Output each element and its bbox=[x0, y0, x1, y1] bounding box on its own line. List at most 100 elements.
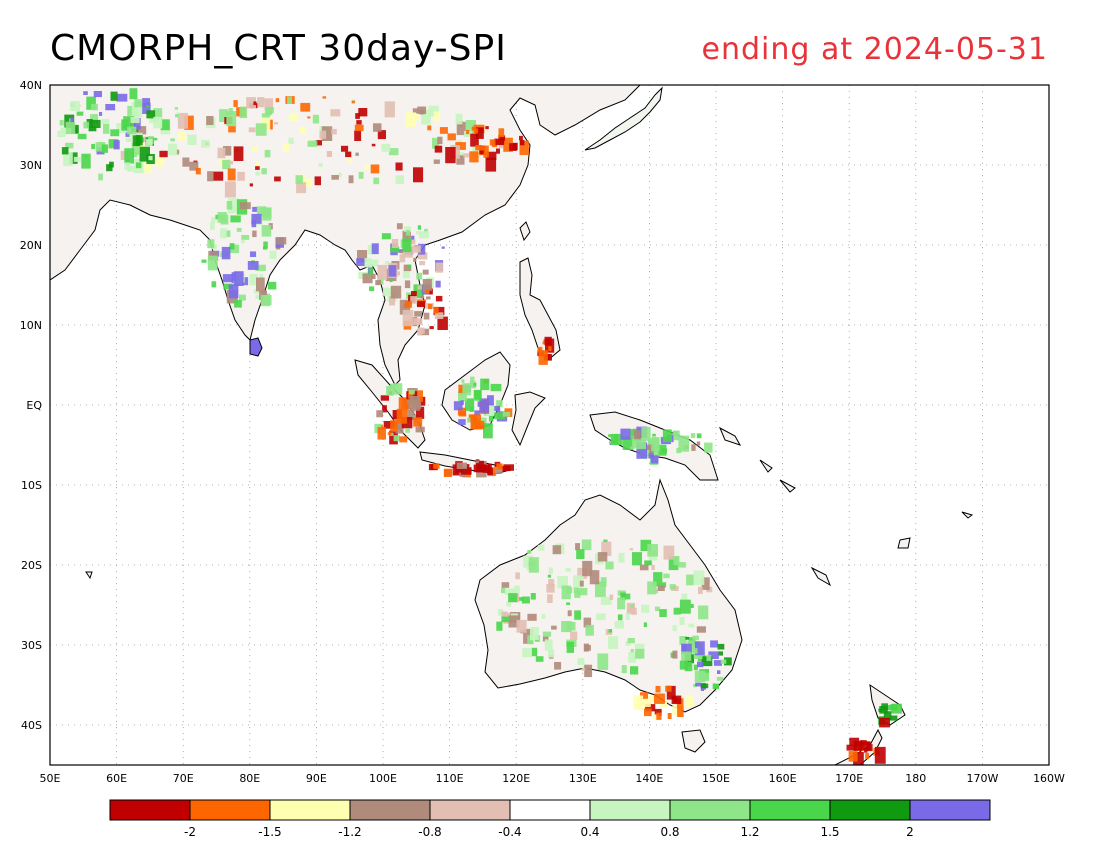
spi-patch bbox=[453, 401, 463, 411]
colorbar-swatch bbox=[669, 799, 751, 821]
spi-patch bbox=[686, 574, 694, 586]
lon-label: 60E bbox=[106, 772, 127, 785]
spi-patch bbox=[627, 638, 635, 644]
spi-patch bbox=[479, 398, 489, 413]
colorbar-label: 2 bbox=[906, 825, 914, 839]
spi-patch bbox=[418, 243, 426, 255]
spi-patch bbox=[538, 350, 548, 365]
spi-patch bbox=[177, 112, 188, 129]
spi-patch bbox=[434, 312, 444, 319]
spi-patch bbox=[620, 592, 626, 600]
spi-patch bbox=[307, 140, 318, 147]
spi-patch bbox=[389, 432, 394, 436]
spi-patch bbox=[428, 105, 439, 117]
spi-patch bbox=[639, 564, 649, 571]
spi-patch bbox=[846, 744, 857, 751]
japan bbox=[584, 86, 663, 151]
spi-patch bbox=[423, 312, 430, 320]
spi-patch bbox=[255, 171, 261, 176]
spi-patch bbox=[153, 108, 163, 120]
spi-patch bbox=[399, 254, 406, 263]
spi-patch bbox=[519, 135, 523, 141]
spi-patch bbox=[570, 631, 578, 640]
colorbar-label: -0.4 bbox=[498, 825, 521, 839]
spi-patch bbox=[661, 448, 667, 454]
spi-patch bbox=[220, 228, 227, 239]
spi-patch bbox=[382, 287, 392, 296]
spi-patch bbox=[237, 171, 245, 181]
spi-patch bbox=[389, 279, 393, 283]
spi-patch bbox=[459, 411, 467, 417]
spi-patch bbox=[647, 544, 658, 557]
spi-patch bbox=[701, 577, 710, 590]
spi-patch bbox=[630, 666, 639, 675]
spi-patch bbox=[692, 635, 699, 641]
spi-patch bbox=[251, 213, 262, 224]
spi-patch bbox=[283, 143, 290, 152]
map-frame bbox=[49, 84, 1050, 766]
spi-patch bbox=[175, 114, 180, 118]
spi-patch bbox=[425, 289, 430, 294]
colorbar-label: -0.8 bbox=[418, 825, 441, 839]
spi-patch bbox=[153, 116, 163, 129]
spi-patch bbox=[474, 390, 482, 401]
spi-patch bbox=[141, 102, 151, 114]
spi-patch bbox=[625, 641, 631, 646]
spi-patch bbox=[375, 280, 381, 286]
pacific-islands bbox=[85, 426, 974, 587]
spi-patch bbox=[396, 271, 400, 276]
spi-patch bbox=[393, 435, 400, 442]
spi-patch bbox=[295, 175, 303, 184]
spi-patch bbox=[849, 737, 860, 746]
spi-patch bbox=[377, 427, 386, 440]
spi-patch bbox=[93, 91, 102, 98]
spi-patch bbox=[307, 116, 311, 119]
spi-patch bbox=[416, 231, 421, 235]
spi-patch bbox=[369, 259, 379, 267]
spi-patch bbox=[633, 695, 644, 711]
spi-patch bbox=[108, 139, 119, 149]
spi-patch bbox=[236, 228, 242, 232]
colorbar-swatch bbox=[189, 799, 271, 821]
spi-patch bbox=[488, 415, 494, 422]
spi-patch bbox=[255, 123, 267, 136]
lon-label: 50E bbox=[40, 772, 61, 785]
spi-patch bbox=[496, 400, 503, 408]
spi-patch bbox=[124, 148, 134, 164]
spi-patch bbox=[253, 101, 257, 106]
spi-patch bbox=[455, 113, 463, 125]
spi-patch bbox=[708, 651, 719, 659]
spi-patch bbox=[636, 439, 646, 450]
spi-patch bbox=[655, 685, 661, 693]
colorbar-swatch bbox=[749, 799, 831, 821]
spi-patch bbox=[531, 647, 538, 657]
spi-patch bbox=[516, 619, 527, 633]
spi-patch bbox=[474, 410, 480, 416]
spi-patch bbox=[195, 167, 201, 175]
spi-patch bbox=[411, 245, 421, 253]
spi-patch bbox=[223, 146, 232, 156]
spi-patch bbox=[890, 704, 898, 711]
spi-patch bbox=[315, 140, 322, 146]
spi-patch bbox=[519, 140, 529, 155]
spi-patch bbox=[318, 163, 323, 167]
spi-patch bbox=[433, 463, 440, 469]
spi-patch bbox=[225, 230, 231, 237]
spi-patch bbox=[389, 296, 395, 306]
spi-patch bbox=[276, 237, 287, 245]
spi-patch bbox=[694, 641, 705, 656]
spi-patch bbox=[469, 406, 474, 412]
spi-patch bbox=[700, 688, 704, 691]
spi-patch bbox=[575, 543, 580, 551]
spi-patch bbox=[487, 467, 493, 475]
spi-patch bbox=[663, 573, 670, 579]
spi-patch bbox=[474, 128, 479, 134]
spi-patch bbox=[437, 316, 448, 330]
spi-patch bbox=[341, 145, 349, 152]
spi-patch bbox=[657, 585, 665, 591]
spi-patch bbox=[462, 383, 472, 396]
lon-label: 90E bbox=[306, 772, 327, 785]
spi-patch bbox=[358, 108, 368, 117]
spi-patch bbox=[471, 126, 476, 131]
spi-patch bbox=[866, 744, 873, 752]
